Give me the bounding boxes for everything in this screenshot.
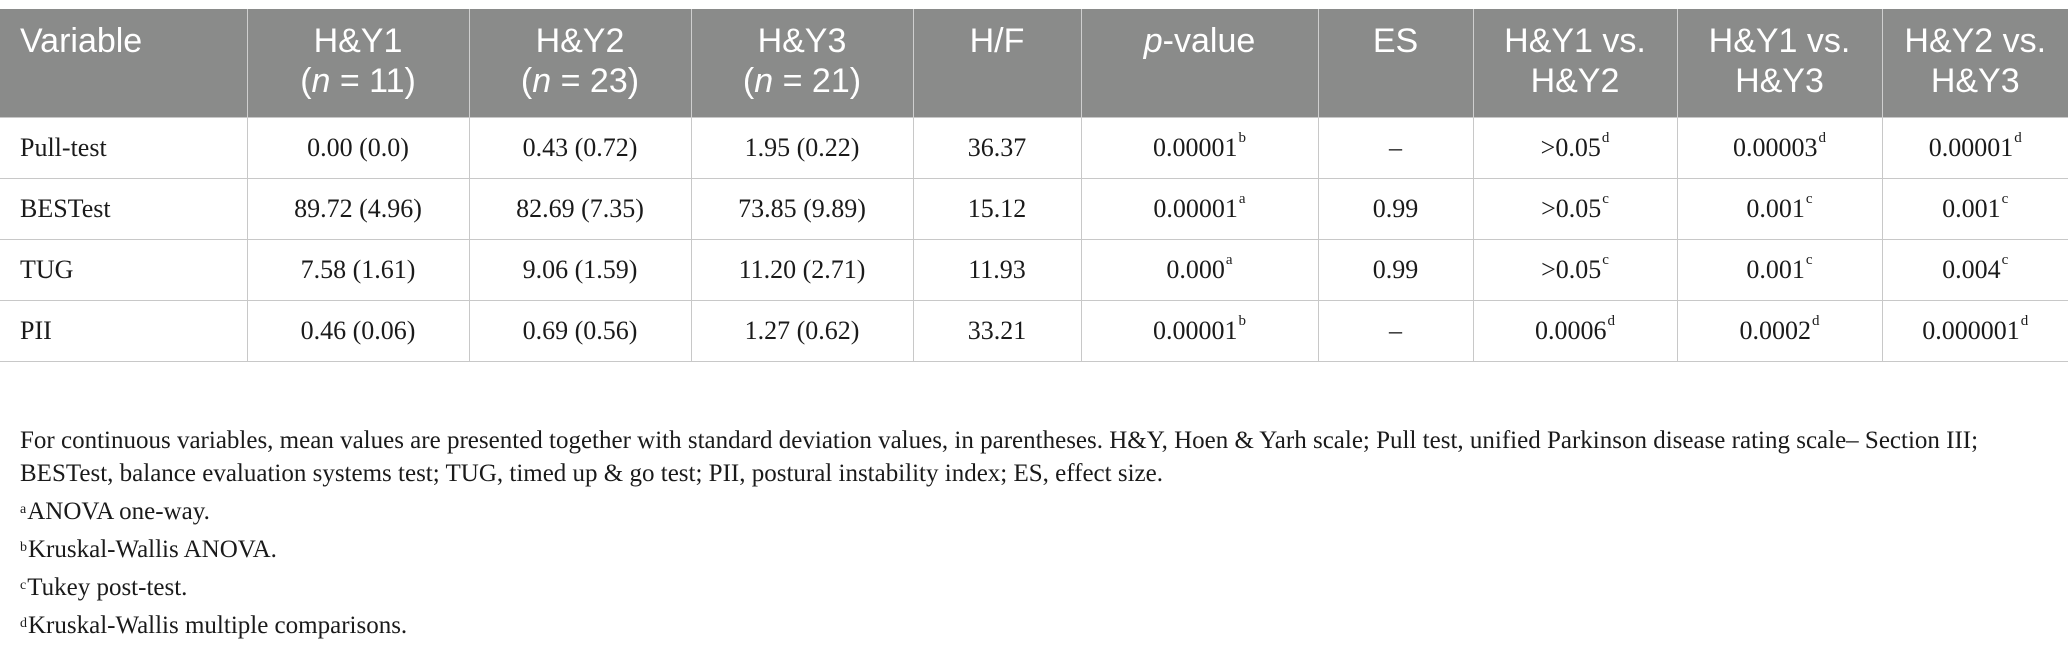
cell-hy1: 7.58 (1.61) — [246, 238, 470, 301]
table-row-pull-test: Pull-test 0.00 (0.0) 0.43 (0.72) 1.95 (0… — [0, 116, 2068, 179]
footnote-d: dKruskal-Wallis multiple comparisons. — [20, 612, 408, 639]
table-notes: For continuous variables, mean values ar… — [20, 424, 2060, 642]
cell-hy2-vs-hy3: 0.004c — [1881, 238, 2068, 301]
cell-variable: TUG — [0, 238, 248, 301]
header-row: Variable H&Y1 (n = 11) H&Y2 (n = 23) H&Y… — [0, 9, 2068, 117]
cell-hy1: 0.46 (0.06) — [246, 299, 470, 362]
table-row-pii: PII 0.46 (0.06) 0.69 (0.56) 1.27 (0.62) … — [0, 299, 2068, 362]
cell-hy2: 0.43 (0.72) — [468, 116, 692, 179]
cell-hy1-vs-hy3: 0.001c — [1676, 238, 1883, 301]
cell-hy2: 82.69 (7.35) — [468, 177, 692, 240]
cell-hy1-vs-hy3: 0.00003d — [1676, 116, 1883, 179]
header-hy3: H&Y3 (n = 21) — [691, 9, 914, 117]
footnote-c: cTukey post-test. — [20, 574, 188, 601]
cell-hf: 15.12 — [912, 177, 1082, 240]
header-hy2-vs-hy3: H&Y2 vs. H&Y3 — [1882, 9, 2068, 117]
header-hy2: H&Y2 (n = 23) — [469, 9, 692, 117]
cell-hy1-vs-hy2: >0.05c — [1472, 238, 1678, 301]
cell-hy3: 1.95 (0.22) — [690, 116, 914, 179]
cell-hy1: 89.72 (4.96) — [246, 177, 470, 240]
cell-p-value: 0.00001a — [1080, 177, 1319, 240]
cell-es: – — [1317, 299, 1474, 362]
cell-hy1: 0.00 (0.0) — [246, 116, 470, 179]
cell-hy1-vs-hy3: 0.001c — [1676, 177, 1883, 240]
table-row-tug: TUG 7.58 (1.61) 9.06 (1.59) 11.20 (2.71)… — [0, 238, 2068, 301]
header-hy1: H&Y1 (n = 11) — [247, 9, 470, 117]
cell-es: 0.99 — [1317, 177, 1474, 240]
cell-hy3: 11.20 (2.71) — [690, 238, 914, 301]
cell-hy1-vs-hy3: 0.0002d — [1676, 299, 1883, 362]
cell-hy1-vs-hy2: 0.0006d — [1472, 299, 1678, 362]
cell-hy2-vs-hy3: 0.001c — [1881, 177, 2068, 240]
table-row-bestest: BESTest 89.72 (4.96) 82.69 (7.35) 73.85 … — [0, 177, 2068, 240]
header-variable: Variable — [0, 9, 248, 117]
cell-hy2-vs-hy3: 0.000001d — [1881, 299, 2068, 362]
cell-p-value: 0.00001b — [1080, 299, 1319, 362]
cell-hy3: 73.85 (9.89) — [690, 177, 914, 240]
cell-variable: Pull-test — [0, 116, 248, 179]
cell-hy2: 9.06 (1.59) — [468, 238, 692, 301]
cell-variable: PII — [0, 299, 248, 362]
cell-hy1-vs-hy2: >0.05d — [1472, 116, 1678, 179]
cell-hy3: 1.27 (0.62) — [690, 299, 914, 362]
footnote-b: bKruskal-Wallis ANOVA. — [20, 536, 277, 563]
cell-p-value: 0.000a — [1080, 238, 1319, 301]
table-note-main: For continuous variables, mean values ar… — [20, 427, 1979, 487]
cell-hf: 11.93 — [912, 238, 1082, 301]
header-es: ES — [1318, 9, 1474, 117]
cell-es: – — [1317, 116, 1474, 179]
cell-hy1-vs-hy2: >0.05c — [1472, 177, 1678, 240]
cell-p-value: 0.00001b — [1080, 116, 1319, 179]
header-p-value: p-value — [1081, 9, 1319, 117]
cell-es: 0.99 — [1317, 238, 1474, 301]
results-table: Variable H&Y1 (n = 11) H&Y2 (n = 23) H&Y… — [0, 9, 2068, 362]
header-hf: H/F — [913, 9, 1082, 117]
header-hy1-vs-hy2: H&Y1 vs. H&Y2 — [1473, 9, 1678, 117]
cell-hy2: 0.69 (0.56) — [468, 299, 692, 362]
cell-hf: 33.21 — [912, 299, 1082, 362]
header-hy1-vs-hy3: H&Y1 vs. H&Y3 — [1677, 9, 1883, 117]
cell-variable: BESTest — [0, 177, 248, 240]
cell-hy2-vs-hy3: 0.00001d — [1881, 116, 2068, 179]
cell-hf: 36.37 — [912, 116, 1082, 179]
footnote-a: aANOVA one-way. — [20, 498, 210, 525]
